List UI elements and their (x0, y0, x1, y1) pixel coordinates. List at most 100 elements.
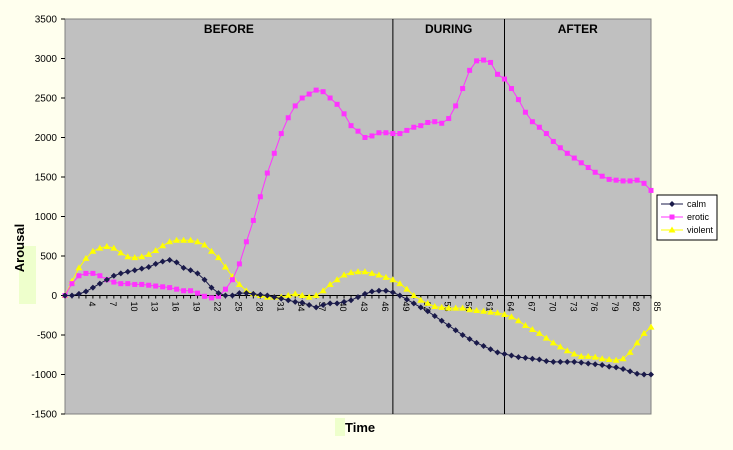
data-point (633, 339, 641, 346)
data-point (299, 95, 305, 101)
data-point (578, 160, 584, 166)
data-point (306, 301, 313, 308)
phase-labels: BEFORE DURING AFTER (204, 22, 598, 36)
data-point (194, 270, 201, 277)
data-point (208, 247, 215, 254)
data-point (313, 304, 320, 311)
data-point (159, 242, 167, 249)
data-point (563, 347, 571, 354)
data-point (515, 354, 522, 361)
data-point (396, 292, 403, 299)
data-point (474, 58, 480, 64)
phase-label: BEFORE (204, 22, 254, 36)
data-point (502, 76, 507, 82)
data-point (159, 258, 166, 265)
data-point (375, 271, 383, 278)
data-point (264, 292, 271, 299)
data-point (326, 280, 334, 287)
data-point (271, 150, 277, 156)
data-point (514, 317, 522, 324)
data-point (180, 264, 187, 271)
data-point (285, 297, 292, 304)
data-point (376, 130, 382, 136)
legend-entry: erotic (687, 212, 710, 222)
x-tick-label: 64 (506, 302, 516, 312)
x-tick-label: 82 (631, 302, 641, 312)
data-point (452, 304, 460, 311)
data-point (508, 352, 515, 359)
y-tick-label: 2000 (35, 133, 58, 144)
data-point (236, 290, 243, 297)
data-point (208, 284, 215, 291)
data-point (418, 123, 424, 129)
data-point (145, 264, 152, 271)
data-point (347, 269, 355, 276)
data-point (606, 363, 613, 370)
data-point (160, 284, 166, 290)
data-point (187, 236, 195, 243)
data-point (598, 355, 606, 362)
y-tick-label: -1000 (31, 370, 57, 381)
x-tick-label: 46 (380, 302, 390, 312)
y-axis-title: Arousal (12, 224, 27, 272)
data-point (313, 87, 319, 93)
data-point (571, 358, 578, 365)
x-axis-title: Time (345, 420, 375, 435)
x-tick-label: 76 (589, 302, 599, 312)
data-point (424, 299, 432, 306)
data-point (291, 290, 299, 297)
y-tick-label: 0 (51, 291, 57, 302)
data-point (146, 282, 152, 288)
data-point (438, 303, 446, 310)
data-point (668, 226, 676, 233)
legend: calm erotic violent (656, 194, 718, 241)
data-point (460, 86, 466, 92)
y-tick-label: 500 (40, 252, 57, 263)
x-tick-label: 61 (485, 302, 495, 312)
data-point (292, 298, 299, 305)
data-point (355, 294, 361, 301)
data-point (521, 322, 529, 329)
data-point (466, 335, 473, 342)
data-point (585, 165, 591, 171)
data-point (125, 281, 131, 287)
data-point (438, 317, 445, 324)
data-point (397, 131, 403, 137)
data-point (627, 368, 634, 375)
data-point (355, 128, 361, 134)
data-point (284, 292, 292, 298)
data-point (320, 89, 326, 95)
y-tick-label: 1000 (35, 212, 58, 223)
data-point (215, 293, 221, 299)
data-point (417, 296, 425, 303)
data-point (333, 276, 341, 283)
data-point (369, 133, 375, 139)
data-point (453, 103, 459, 109)
data-point (222, 292, 229, 299)
data-point (515, 97, 521, 103)
data-point (404, 127, 410, 133)
data-point (396, 280, 404, 287)
x-tick-label: 4 (87, 302, 97, 307)
x-tick-label: 70 (547, 302, 557, 312)
y-tick-label: 3500 (35, 15, 58, 26)
x-tick-label: 19 (192, 302, 202, 312)
data-point (292, 103, 298, 109)
data-point (97, 273, 103, 279)
data-point (145, 250, 153, 257)
y-tick-label: -500 (37, 331, 57, 342)
data-point (528, 325, 536, 332)
data-point (571, 155, 577, 161)
data-point (431, 313, 438, 320)
data-point (124, 253, 132, 260)
data-point (591, 353, 599, 360)
data-point (543, 358, 550, 365)
data-point (215, 290, 222, 297)
data-point (368, 288, 375, 295)
data-point (592, 361, 599, 368)
data-point (152, 246, 160, 253)
data-point (382, 273, 390, 280)
y-tick-label: 1500 (35, 173, 58, 184)
x-tick-label: 16 (171, 302, 181, 312)
data-point (375, 287, 382, 294)
